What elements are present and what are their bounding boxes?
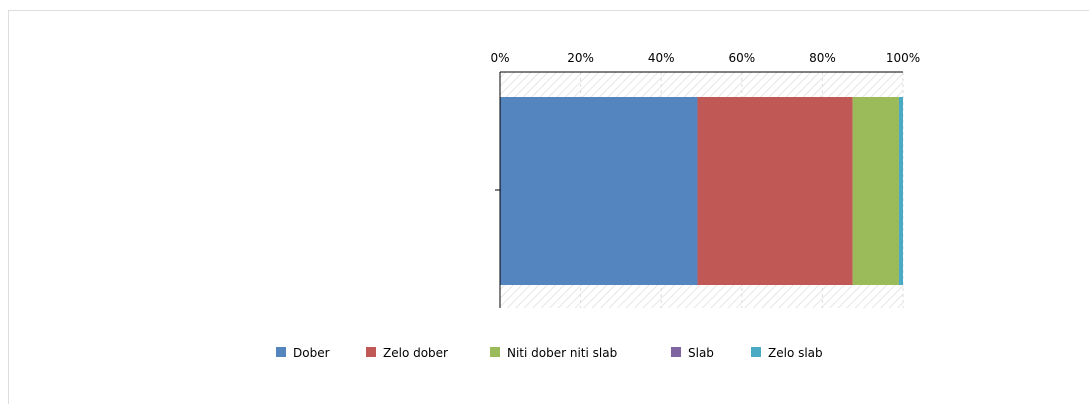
axes <box>495 71 903 308</box>
legend-swatch <box>490 347 500 357</box>
legend-label: Zelo dober <box>383 346 448 360</box>
chart-frame <box>8 10 1089 404</box>
x-tick-labels: 0% 20% 40% 60% 80% 100% <box>490 51 920 65</box>
x-tick-label: 40% <box>648 51 675 65</box>
legend-swatch <box>276 347 286 357</box>
x-tick-label: 60% <box>728 51 755 65</box>
bar-segment-dober <box>500 97 698 285</box>
legend-swatch <box>671 347 681 357</box>
legend-label: Niti dober niti slab <box>507 346 617 360</box>
bar-segment-zelo-slab <box>898 97 903 285</box>
legend-swatch <box>751 347 761 357</box>
bars <box>500 97 903 285</box>
x-tick-label: 100% <box>886 51 920 65</box>
legend-label: Slab <box>688 346 714 360</box>
bar-segment-zelo-dober <box>697 97 853 285</box>
bar-segment-niti-dober-niti-slab <box>852 97 899 285</box>
x-tick-label: 80% <box>809 51 836 65</box>
legend-swatch <box>366 347 376 357</box>
legend-label: Zelo slab <box>768 346 823 360</box>
x-tick-label: 20% <box>567 51 594 65</box>
x-tick-label: 0% <box>490 51 509 65</box>
legend-label: Dober <box>293 346 330 360</box>
legend: Dober Zelo dober Niti dober niti slab Slab Z… <box>276 346 823 360</box>
